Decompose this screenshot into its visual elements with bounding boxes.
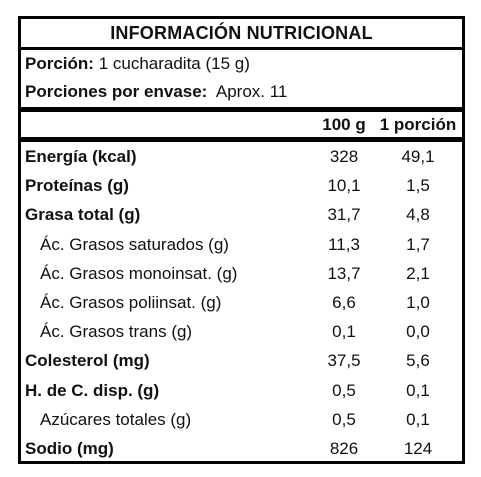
- portion-size-value: 1 cucharadita (15 g): [98, 54, 250, 73]
- nutrient-value-100g: 37,5: [327, 351, 361, 371]
- nutrient-row: Energía (kcal) 328 49,1: [21, 142, 462, 171]
- nutrient-value-portion: 1,0: [406, 292, 430, 312]
- nutrient-name: Proteínas (g): [25, 176, 129, 196]
- column-header-row: 100 g 1 porción: [21, 112, 462, 142]
- servings-value: Aprox. 11: [215, 82, 288, 101]
- nutrient-row: Ác. Grasos trans (g) 0,1 0,0: [21, 317, 462, 346]
- portion-size-label: Porción:: [25, 54, 94, 73]
- nutrient-row: Azúcares totales (g) 0,5 0,1: [21, 405, 462, 434]
- portion-size-line: Porción: 1 cucharadita (15 g): [21, 50, 462, 78]
- nutrient-value-100g: 826: [329, 438, 359, 458]
- column-header-100g: 100 g: [322, 115, 366, 134]
- nutrient-value-portion: 5,6: [406, 351, 430, 371]
- nutrient-name: Azúcares totales (g): [40, 409, 192, 429]
- nutrient-row: Ác. Grasos poliinsat. (g) 6,6 1,0: [21, 288, 462, 317]
- nutrient-value-portion: 2,1: [406, 263, 430, 283]
- nutrient-name: Ác. Grasos saturados (g): [40, 234, 229, 254]
- nutrient-value-100g: 6,6: [332, 292, 356, 312]
- nutrient-row: Ác. Grasos monoinsat. (g) 13,7 2,1: [21, 259, 462, 288]
- nutrient-row: Colesterol (mg) 37,5 5,6: [21, 346, 462, 375]
- nutrient-name: H. de C. disp. (g): [25, 380, 160, 400]
- nutrient-name: Grasa total (g): [25, 205, 141, 225]
- nutrient-value-portion: 49,1: [401, 147, 435, 166]
- servings-line: Porciones por envase: Aprox. 11: [21, 78, 462, 106]
- nutrient-row: Ác. Grasos saturados (g) 11,3 1,7: [21, 230, 462, 259]
- nutrient-value-portion: 0,1: [406, 409, 430, 429]
- column-header-portion: 1 porción: [379, 115, 457, 134]
- nutrient-value-portion: 0,1: [406, 380, 430, 400]
- nutrient-row: Grasa total (g) 31,7 4,8: [21, 200, 462, 229]
- nutrient-value-portion: 1,7: [406, 234, 430, 254]
- nutrient-name: Energía (kcal): [25, 147, 137, 166]
- nutrient-value-portion: 4,8: [406, 205, 430, 225]
- nutrient-value-100g: 0,5: [332, 409, 356, 429]
- nutrient-value-100g: 10,1: [327, 176, 361, 196]
- nutrient-row: Proteínas (g) 10,1 1,5: [21, 171, 462, 200]
- portion-section: Porción: 1 cucharadita (15 g) Porciones …: [21, 50, 462, 112]
- nutrient-value-100g: 13,7: [327, 263, 361, 283]
- nutrient-value-100g: 0,5: [332, 380, 356, 400]
- nutrient-name: Sodio (mg): [25, 438, 114, 458]
- servings-label: Porciones por envase:: [25, 82, 208, 101]
- nutrient-value-100g: 11,3: [328, 234, 360, 254]
- nutrient-row: Sodio (mg) 826 124: [21, 434, 462, 463]
- nutrient-value-100g: 328: [329, 147, 359, 166]
- nutrition-facts-label: INFORMACIÓN NUTRICIONAL Porción: 1 cucha…: [18, 16, 465, 464]
- nutrient-value-portion: 1,5: [406, 176, 430, 196]
- nutrient-value-100g: 31,7: [327, 205, 361, 225]
- nutrient-value-portion: 124: [403, 438, 433, 458]
- label-title: INFORMACIÓN NUTRICIONAL: [21, 19, 462, 50]
- nutrient-name: Ác. Grasos monoinsat. (g): [40, 263, 238, 283]
- nutrient-name: Ác. Grasos poliinsat. (g): [40, 292, 222, 312]
- nutrient-row: H. de C. disp. (g) 0,5 0,1: [21, 376, 462, 405]
- nutrient-name: Colesterol (mg): [25, 351, 150, 371]
- nutrient-value-100g: 0,1: [332, 322, 356, 342]
- nutrient-name: Ác. Grasos trans (g): [40, 322, 193, 342]
- nutrient-rows: Energía (kcal) 328 49,1 Proteínas (g) 10,1 1,…: [21, 142, 462, 463]
- nutrient-value-portion: 0,0: [406, 322, 430, 342]
